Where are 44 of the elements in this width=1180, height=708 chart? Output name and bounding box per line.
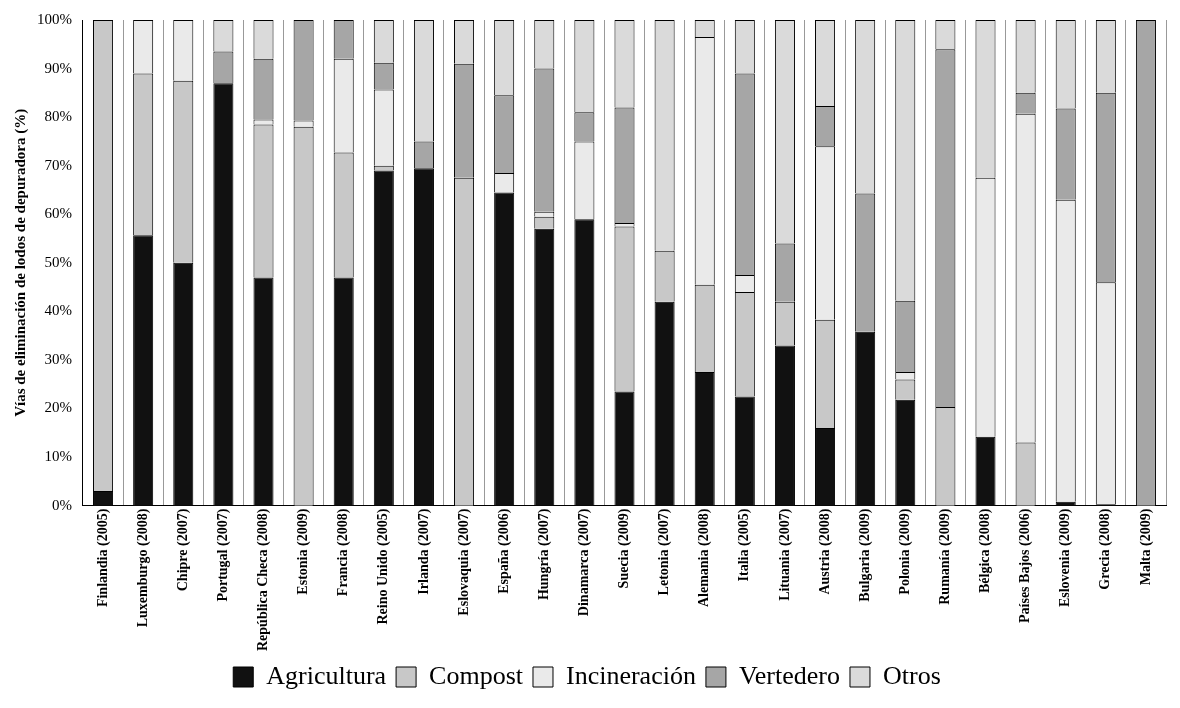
x-tick-label: Suecia (2009) bbox=[616, 508, 633, 589]
legend-label: Compost bbox=[429, 660, 524, 690]
y-axis-title: Vías de eliminación de lodos de depuradora (%) bbox=[11, 108, 29, 417]
x-tick-label: Bélgica (2008) bbox=[977, 508, 994, 594]
x-tick-label: Eslovenia (2009) bbox=[1057, 508, 1074, 608]
legend-label: Agricultura bbox=[266, 660, 387, 690]
x-tick-label: Dinamarca (2007) bbox=[576, 508, 592, 617]
x-tick-label: Eslovaquia (2007) bbox=[455, 508, 472, 616]
x-tick-label: Estonia (2009) bbox=[295, 508, 312, 595]
legend-label: Vertedero bbox=[738, 660, 840, 690]
x-tick-label: Países Bajos (2006) bbox=[1017, 508, 1034, 623]
x-tick-label: Luxemburgo (2008) bbox=[134, 508, 151, 628]
legend-label: Otros bbox=[882, 660, 941, 690]
x-tick-label: Chipre (2007) bbox=[174, 508, 191, 592]
x-tick-label: Lituania (2007) bbox=[776, 508, 793, 601]
x-tick-label: Letonia (2007) bbox=[656, 508, 673, 596]
x-tick-label: Finlandia (2005) bbox=[94, 508, 111, 608]
x-tick-label: Polonia (2009) bbox=[896, 508, 913, 595]
x-tick-label: Alemania (2008) bbox=[696, 508, 713, 608]
x-tick-label: España (2006) bbox=[495, 508, 512, 594]
y-tick-label: 40% bbox=[44, 302, 72, 319]
x-tick-label: Hungría (2007) bbox=[535, 508, 552, 601]
x-tick-label: Austria (2008) bbox=[816, 508, 833, 595]
y-tick-label: 10% bbox=[44, 448, 72, 465]
x-tick-label: Irlanda (2007) bbox=[415, 508, 432, 595]
x-tick-label: Malta (2009) bbox=[1137, 508, 1154, 586]
y-tick-label: 60% bbox=[44, 205, 72, 222]
x-tick-label: Reino Unido (2005) bbox=[375, 508, 392, 625]
x-tick-label: Rumanía (2009) bbox=[937, 508, 953, 605]
x-tick-label: República Checa (2008) bbox=[255, 508, 272, 651]
y-tick-label: 100% bbox=[37, 10, 72, 27]
x-tick-label: Francia (2008) bbox=[335, 508, 352, 597]
x-tick-label: Grecia (2008) bbox=[1097, 508, 1114, 590]
legend-label: Incineración bbox=[566, 660, 696, 690]
y-tick-label: 70% bbox=[44, 156, 72, 173]
x-tick-label: Bulgaria (2009) bbox=[856, 508, 873, 602]
y-tick-label: 30% bbox=[44, 350, 72, 367]
y-tick-label: 0% bbox=[52, 496, 72, 513]
x-tick-label: Italia (2005) bbox=[736, 508, 753, 582]
y-tick-label: 20% bbox=[44, 399, 72, 416]
y-tick-label: 90% bbox=[44, 59, 72, 76]
y-tick-label: 50% bbox=[44, 253, 72, 270]
y-tick-label: 80% bbox=[44, 108, 72, 125]
x-tick-label: Portugal (2007) bbox=[214, 508, 231, 602]
